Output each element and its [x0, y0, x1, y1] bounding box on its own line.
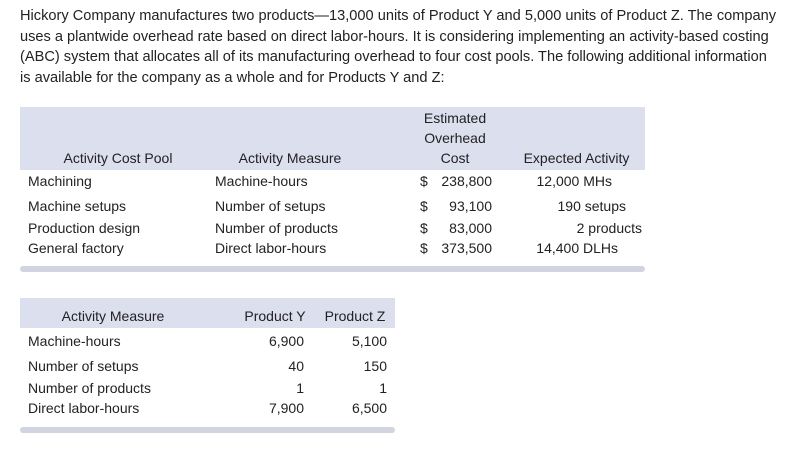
table-cell-activity: 14,400 DLHs: [536, 240, 618, 256]
column-header-cost-line-1: Estimated: [423, 110, 487, 126]
table-header-background: [20, 107, 645, 170]
table-cell-activity: 2 products: [576, 220, 642, 236]
table-cell-pool: Machining: [28, 173, 92, 189]
table-cell-measure: Number of setups: [215, 198, 326, 214]
table-cell-measure: Machine-hours: [28, 333, 121, 349]
table-cell-measure: Direct labor-hours: [28, 400, 140, 416]
table-cell-measure: Machine-hours: [215, 173, 308, 189]
column-header-activity-cost-pool: Activity Cost Pool: [63, 150, 173, 166]
table-header-background: [20, 298, 395, 328]
table-cell-pool: General factory: [28, 240, 124, 256]
table-cell-activity: 12,000 MHs: [536, 173, 612, 189]
dollar-sign: $: [420, 173, 428, 189]
table-cell-cost: 93,100: [449, 198, 492, 214]
table-cell-measure: Number of products: [28, 380, 151, 396]
table-cell-measure: Number of products: [215, 220, 338, 236]
table-cell-cost: 373,500: [441, 240, 492, 256]
table-bottom-rule: [20, 266, 645, 272]
activity-cost-pool-table: Activity Cost Pool Activity Measure Esti…: [20, 107, 645, 272]
problem-statement: Hickory Company manufactures two product…: [20, 8, 777, 86]
table-cell-product-z: 5,100: [351, 333, 387, 349]
column-header-cost-line-3: Cost: [440, 150, 470, 166]
table-cell-pool: Machine setups: [28, 198, 127, 214]
table-cell-measure: Number of setups: [28, 358, 139, 374]
column-header-expected-activity: Expected Activity: [523, 150, 630, 166]
table-cell-cost: 238,800: [441, 173, 492, 189]
table-cell-measure: Direct labor-hours: [215, 240, 327, 256]
product-activity-table: Activity Measure Product Y Product Z Mac…: [20, 298, 395, 434]
table-cell-product-y: 40: [288, 358, 304, 374]
table-cell-product-y: 1: [296, 380, 304, 396]
dollar-sign: $: [420, 240, 428, 256]
table-cell-product-z: 150: [363, 358, 387, 374]
table-cell-cost: 83,000: [449, 220, 492, 236]
column-header-activity-measure: Activity Measure: [238, 150, 342, 166]
column-header-product-y: Product Y: [244, 308, 306, 324]
dollar-sign: $: [420, 198, 428, 214]
table-cell-product-z: 1: [379, 380, 387, 396]
column-header-cost-line-2: Overhead: [424, 130, 486, 146]
table-cell-product-y: 7,900: [268, 400, 304, 416]
dollar-sign: $: [420, 220, 428, 236]
table-cell-activity: 190 setups: [557, 198, 627, 214]
table-cell-product-z: 6,500: [351, 400, 387, 416]
column-header-activity-measure: Activity Measure: [61, 308, 165, 324]
column-header-product-z: Product Z: [324, 308, 386, 324]
table-bottom-rule: [20, 427, 395, 433]
table-cell-product-y: 6,900: [268, 333, 304, 349]
table-cell-pool: Production design: [28, 220, 141, 236]
